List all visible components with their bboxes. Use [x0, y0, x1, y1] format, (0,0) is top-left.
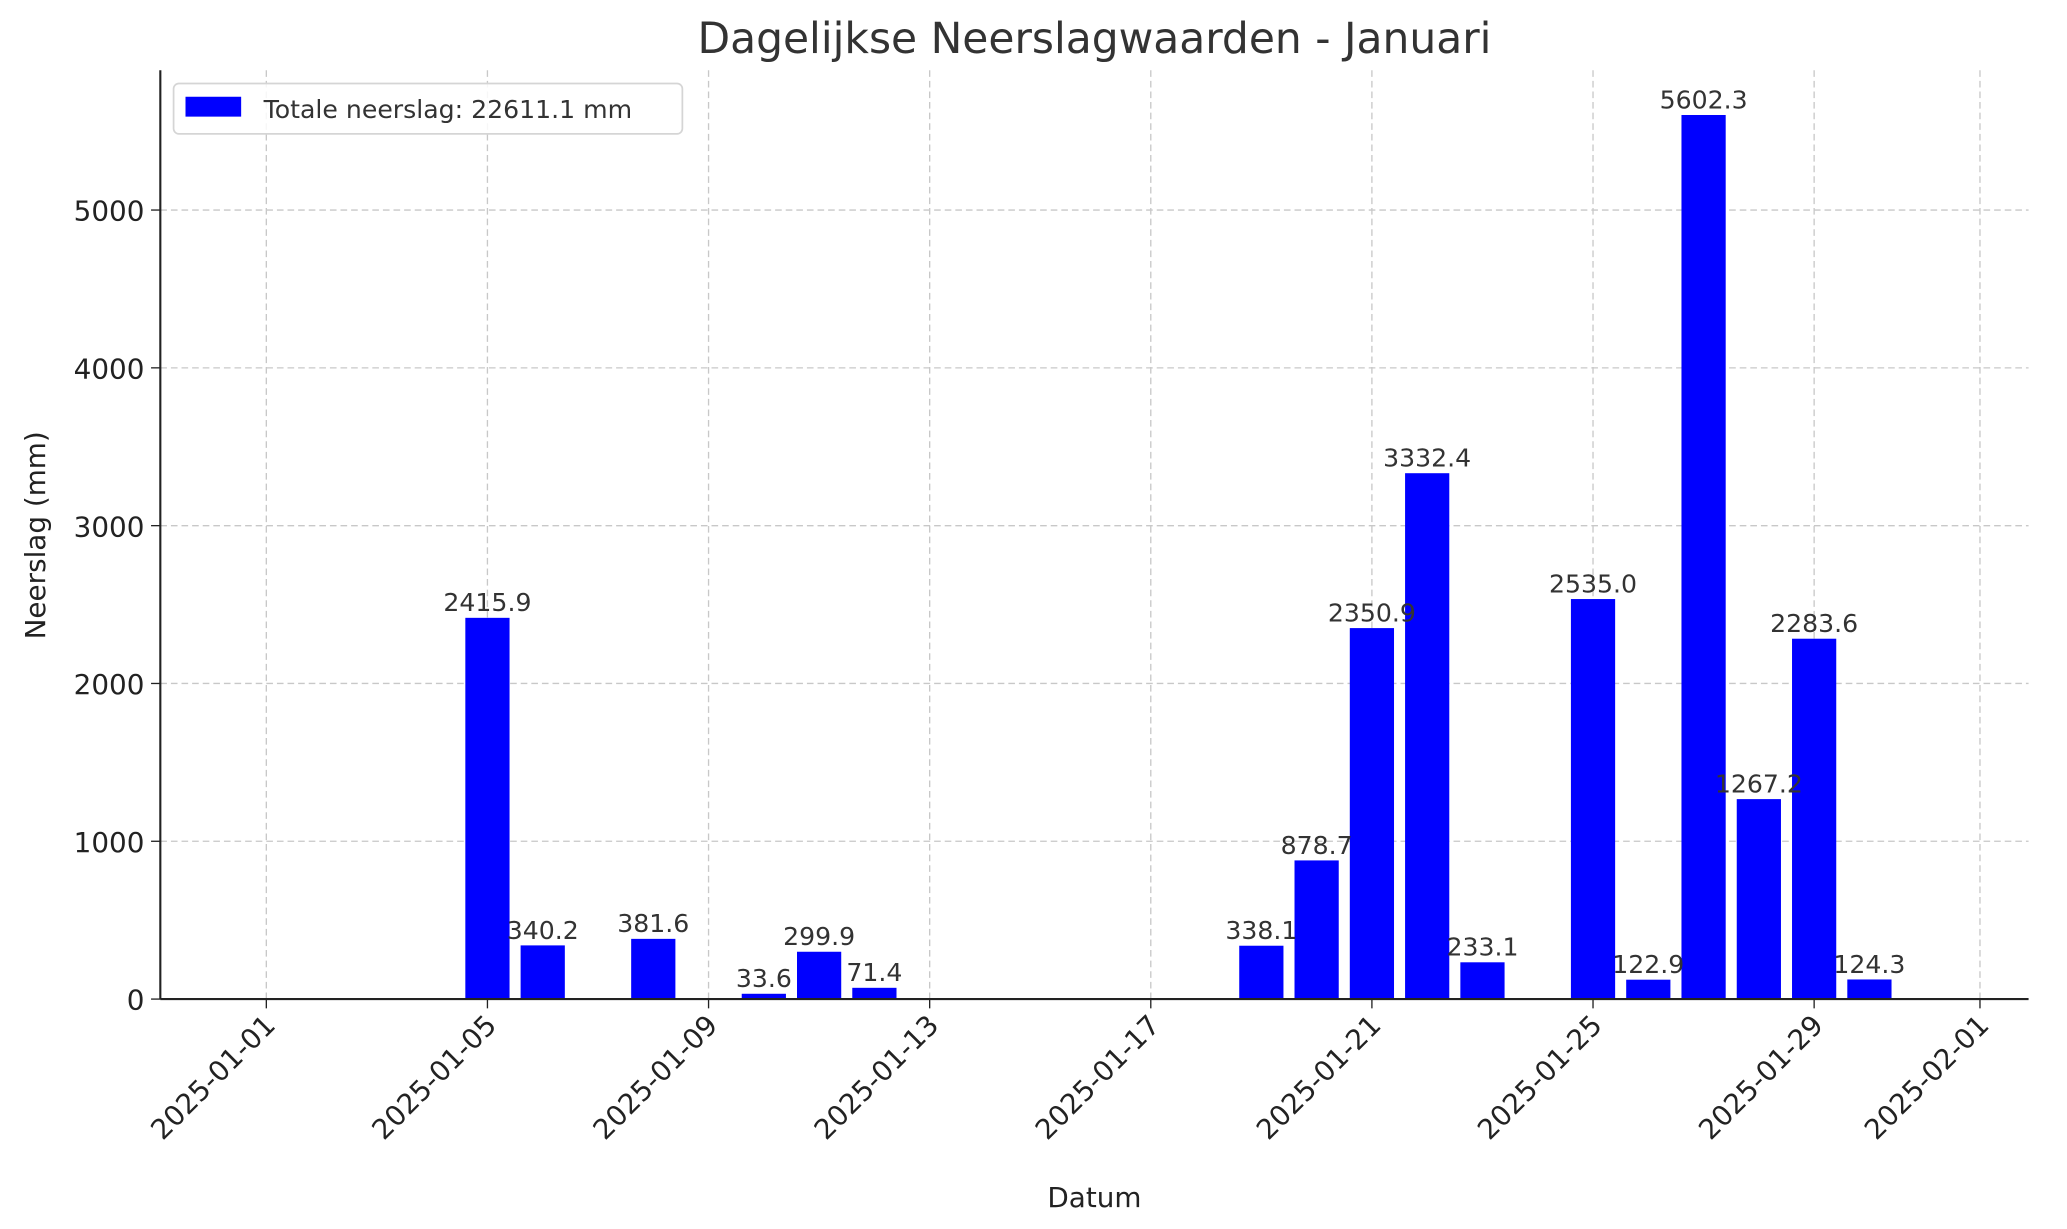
- bar-value-label: 2415.9: [443, 588, 531, 617]
- bar: [1570, 599, 1616, 1000]
- bar-value-label: 299.9: [783, 922, 855, 951]
- x-tick-label: 2025-01-17: [1029, 1009, 1167, 1147]
- data-labels: 2415.9 340.2 381.6 33.6 299.9 71.4 338.1 878.7 2…: [443, 85, 1905, 993]
- bar-value-label: 2535.0: [1549, 569, 1637, 598]
- bar-value-label: 71.4: [846, 958, 902, 987]
- x-tick-label: 2025-01-09: [586, 1009, 724, 1147]
- legend-entry: Totale neerslag: 22611.1 mm: [263, 95, 632, 124]
- x-tick-label: 2025-01-05: [365, 1009, 503, 1147]
- bar-value-label: 338.1: [1225, 916, 1297, 945]
- y-tick-label: 2000: [74, 668, 145, 701]
- x-tick-label: 2025-01-25: [1471, 1009, 1609, 1147]
- bar-value-label: 381.6: [617, 909, 689, 938]
- bar: [631, 938, 676, 1000]
- bar-value-label: 2350.9: [1328, 598, 1416, 627]
- bars: [465, 114, 1892, 1000]
- bar: [1460, 962, 1505, 1000]
- bar: [852, 987, 897, 1000]
- bar: [465, 617, 510, 1000]
- bar: [741, 993, 786, 1000]
- bar-value-label: 1267.2: [1715, 769, 1803, 798]
- y-tick-label: 1000: [74, 826, 145, 859]
- bar-value-label: 878.7: [1281, 831, 1353, 860]
- x-tick-label: 2025-01-13: [808, 1009, 946, 1147]
- y-tick-label: 3000: [74, 510, 145, 543]
- x-tick-label: 2025-02-01: [1858, 1009, 1996, 1147]
- bar-value-label: 340.2: [507, 916, 579, 945]
- bar: [520, 945, 565, 1000]
- bar: [1792, 638, 1837, 1000]
- x-axis-label: Datum: [1047, 1181, 1141, 1214]
- bar: [1681, 114, 1726, 1000]
- bar: [1736, 799, 1781, 1000]
- bar: [1239, 945, 1284, 1000]
- bar: [1349, 628, 1395, 1000]
- y-axis-label: Neerslag (mm): [19, 431, 52, 639]
- x-tick-label: 2025-01-29: [1692, 1009, 1830, 1147]
- bar-value-label: 233.1: [1446, 933, 1518, 962]
- bar-value-label: 5602.3: [1660, 85, 1748, 114]
- bar: [797, 951, 842, 1000]
- bar-value-label: 33.6: [736, 964, 792, 993]
- bar: [1405, 473, 1450, 1000]
- bar-value-label: 122.9: [1612, 950, 1684, 979]
- legend: Totale neerslag: 22611.1 mm: [172, 82, 684, 135]
- legend-swatch: [185, 96, 242, 117]
- chart-title: Dagelijkse Neerslagwaarden - Januari: [697, 14, 1491, 63]
- bar-value-label: 2283.6: [1770, 609, 1858, 638]
- bar: [1626, 979, 1671, 1000]
- x-tick-label: 2025-01-21: [1250, 1009, 1388, 1147]
- y-tick-label: 5000: [74, 195, 145, 228]
- bar: [1294, 860, 1339, 1000]
- bar: [1847, 979, 1892, 1000]
- x-tick-label: 2025-01-01: [144, 1009, 282, 1147]
- y-ticks: 0 1000 2000 3000 4000 5000: [74, 195, 161, 1017]
- bar-value-label: 124.3: [1833, 950, 1905, 979]
- bar-value-label: 3332.4: [1383, 444, 1471, 473]
- y-tick-label: 4000: [74, 352, 145, 385]
- y-tick-label: 0: [127, 984, 145, 1017]
- x-ticks: 2025-01-01 2025-01-05 2025-01-09 2025-01-13…: [144, 999, 1996, 1147]
